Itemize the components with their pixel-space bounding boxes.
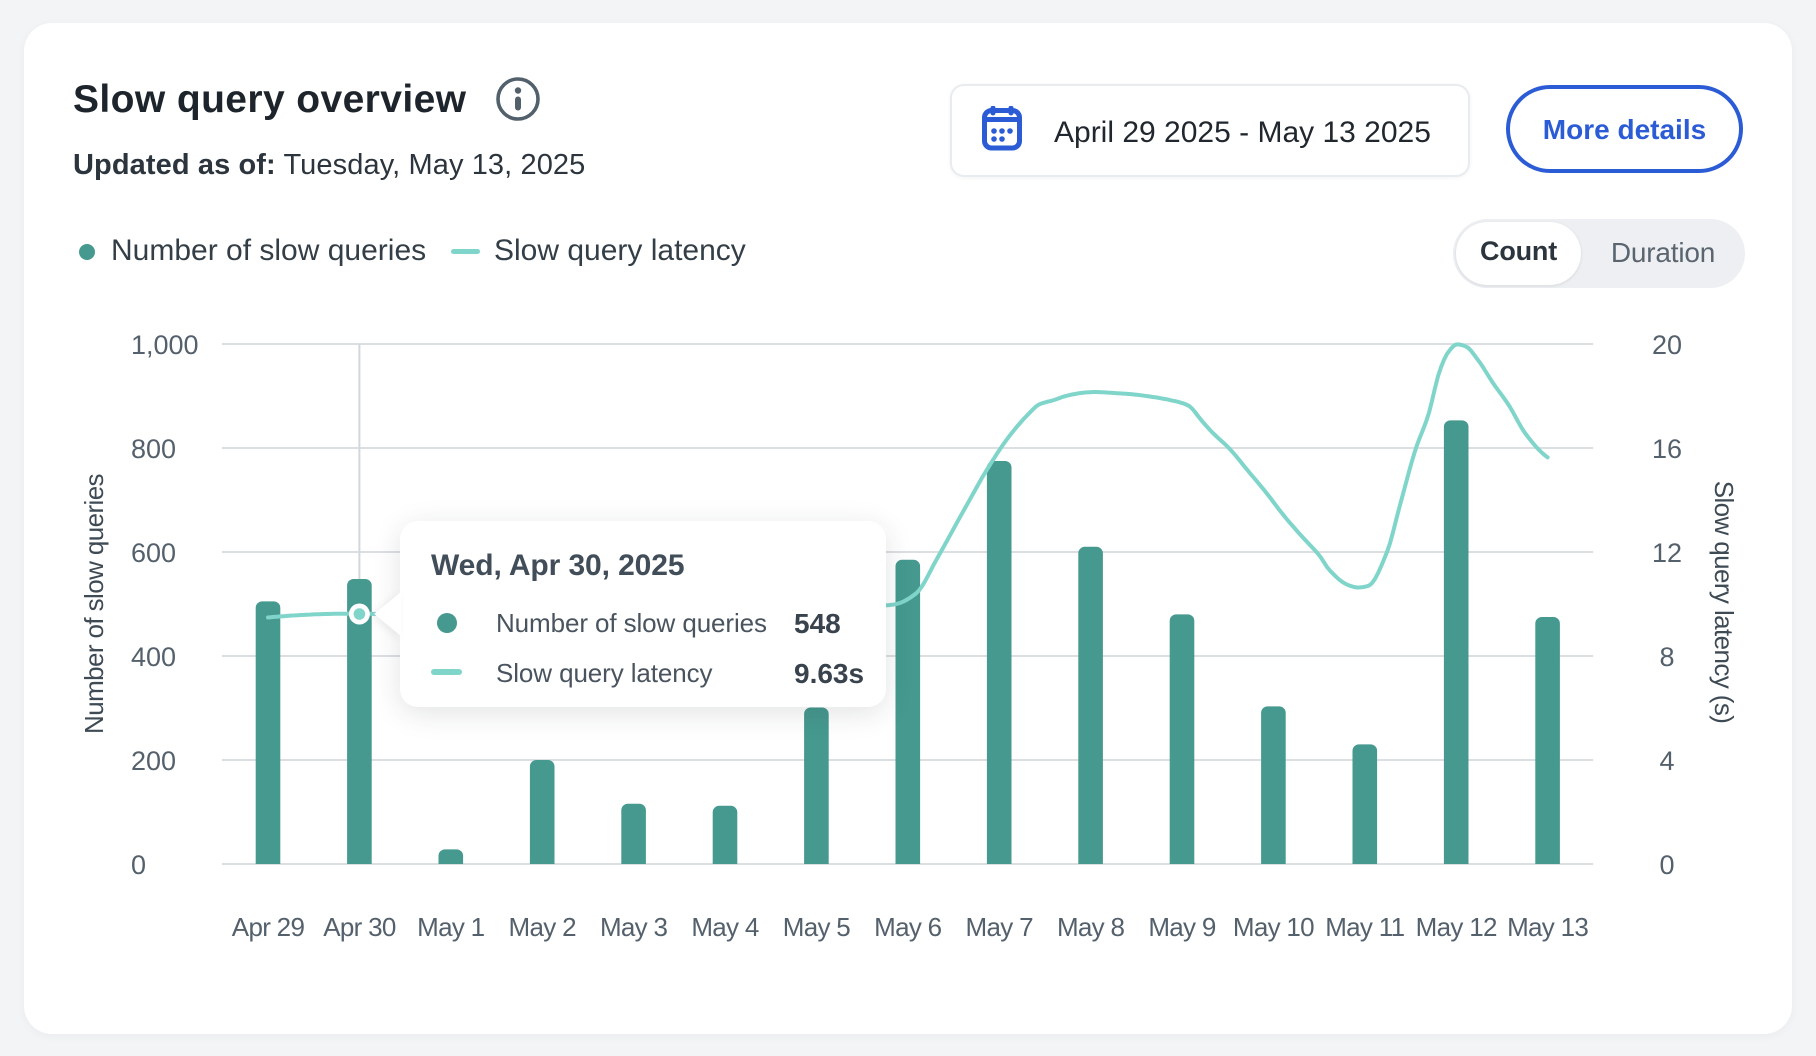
svg-text:May 6: May 6 <box>874 912 942 942</box>
svg-text:May 2: May 2 <box>509 912 577 942</box>
svg-text:May 12: May 12 <box>1416 912 1497 942</box>
svg-text:Slow query latency (s): Slow query latency (s) <box>1709 481 1739 724</box>
svg-text:20: 20 <box>1652 330 1682 360</box>
svg-text:1,000: 1,000 <box>131 330 199 360</box>
svg-text:Apr 30: Apr 30 <box>323 912 396 942</box>
svg-text:May 13: May 13 <box>1507 912 1588 942</box>
svg-text:May 10: May 10 <box>1233 912 1314 942</box>
svg-text:400: 400 <box>131 642 176 672</box>
svg-text:0: 0 <box>131 850 146 880</box>
svg-text:May 9: May 9 <box>1148 912 1216 942</box>
svg-text:12: 12 <box>1652 538 1682 568</box>
svg-text:8: 8 <box>1659 642 1674 672</box>
svg-text:May 8: May 8 <box>1057 912 1125 942</box>
svg-text:Apr 29: Apr 29 <box>232 912 305 942</box>
svg-text:16: 16 <box>1652 434 1682 464</box>
svg-text:May 1: May 1 <box>417 912 485 942</box>
svg-text:600: 600 <box>131 538 176 568</box>
svg-text:0: 0 <box>1659 850 1674 880</box>
svg-text:800: 800 <box>131 434 176 464</box>
svg-text:4: 4 <box>1659 746 1674 776</box>
svg-text:May 7: May 7 <box>966 912 1034 942</box>
svg-text:May 5: May 5 <box>783 912 851 942</box>
svg-text:Number of slow queries: Number of slow queries <box>79 473 109 734</box>
svg-text:May 3: May 3 <box>600 912 668 942</box>
svg-text:May 11: May 11 <box>1325 912 1404 942</box>
svg-text:May 4: May 4 <box>691 912 759 942</box>
svg-text:200: 200 <box>131 746 176 776</box>
